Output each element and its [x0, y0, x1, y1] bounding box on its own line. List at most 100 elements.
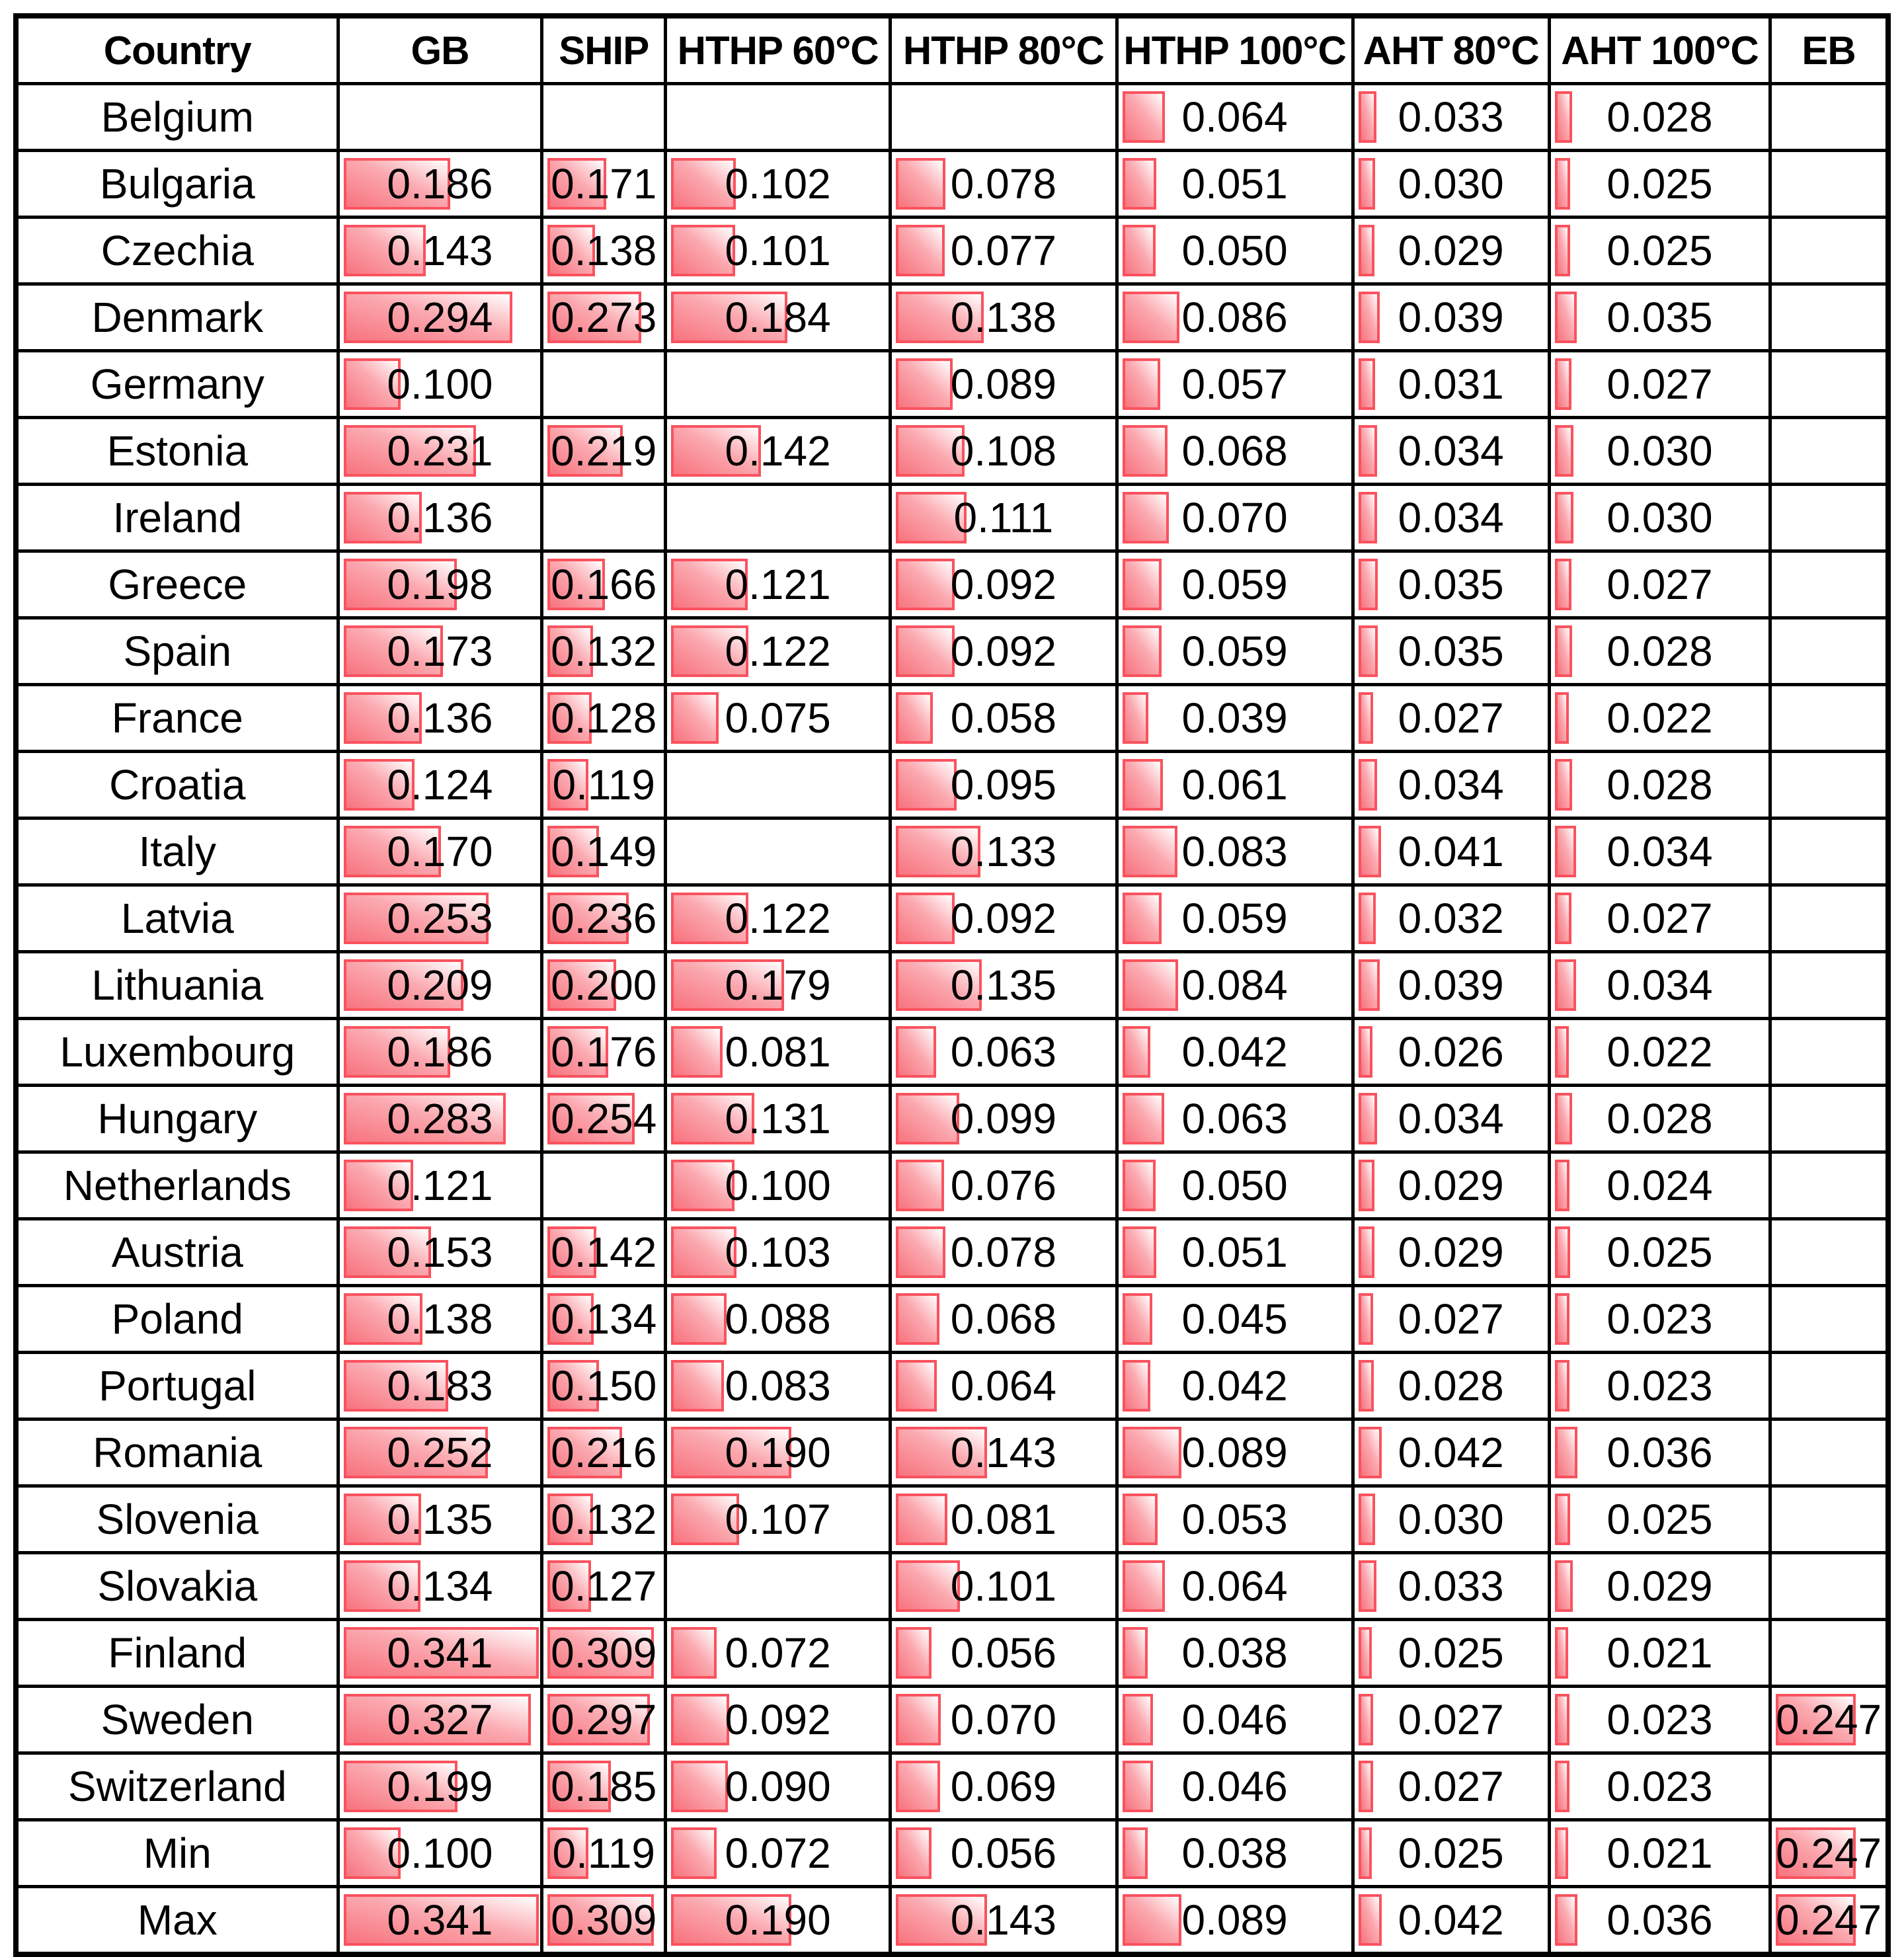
- value-cell: 0.184: [664, 282, 892, 352]
- value-cell: 0.051: [1115, 1217, 1355, 1287]
- value-text: 0.025: [1606, 227, 1713, 274]
- value-cell: 0.042: [1351, 1885, 1551, 1956]
- value-text: 0.045: [1181, 1295, 1288, 1343]
- value-cell: [1768, 1618, 1890, 1688]
- data-bar: [1554, 1494, 1571, 1545]
- value-text: 0.021: [1606, 1629, 1713, 1677]
- country-cell: Austria: [14, 1217, 340, 1287]
- data-bar: [1554, 225, 1571, 276]
- data-bar: [1554, 1093, 1573, 1144]
- data-bar: [671, 959, 785, 1011]
- value-text: 0.059: [1181, 627, 1288, 675]
- value-cell: 0.103: [664, 1217, 892, 1287]
- value-text: 0.036: [1606, 1429, 1713, 1476]
- value-text: 0.028: [1606, 761, 1713, 809]
- value-cell: 0.028: [1351, 1351, 1551, 1421]
- data-bar: [896, 1694, 941, 1745]
- value-text: 0.042: [1398, 1429, 1504, 1476]
- data-bar: [896, 759, 957, 811]
- value-text: 0.138: [551, 227, 657, 274]
- value-cell: 0.070: [1115, 483, 1355, 553]
- value-text: 0.179: [725, 961, 831, 1009]
- data-bar: [343, 692, 422, 744]
- value-text: 0.072: [725, 1629, 831, 1677]
- table-row: Max 0.341 0.309 0.190 0.143 0.089 0.042 0.036 0.…: [14, 1885, 1890, 1956]
- data-bar: [343, 1560, 420, 1612]
- value-cell: 0.042: [1115, 1351, 1355, 1421]
- value-cell: [1768, 282, 1890, 352]
- value-cell: 0.023: [1547, 1351, 1772, 1421]
- value-text: 0.028: [1606, 93, 1713, 141]
- data-bar: [343, 358, 401, 410]
- value-cell: 0.036: [1547, 1418, 1772, 1488]
- value-cell: 0.119: [540, 750, 668, 820]
- value-cell: 0.077: [889, 216, 1119, 286]
- value-text: 0.092: [950, 561, 1056, 608]
- data-bar: [896, 1160, 945, 1211]
- value-text: 0.077: [950, 227, 1056, 274]
- data-bar: [1358, 759, 1377, 811]
- value-text: 0.309: [551, 1896, 657, 1944]
- value-cell: 0.186: [336, 149, 544, 219]
- data-bar: [1554, 1827, 1568, 1879]
- value-text: 0.100: [387, 360, 493, 408]
- value-cell: 0.089: [889, 349, 1119, 419]
- value-cell: 0.042: [1115, 1017, 1355, 1087]
- value-cell: [1768, 1484, 1890, 1554]
- value-cell: 0.059: [1115, 883, 1355, 953]
- table-row: Italy 0.170 0.149 0.133 0.083 0.041 0.034: [14, 817, 1890, 887]
- table-row: Switzerland 0.199 0.185 0.090 0.069 0.046 0.02…: [14, 1751, 1890, 1821]
- data-bar: [1122, 358, 1160, 410]
- value-text: 0.190: [725, 1429, 831, 1476]
- value-cell: 0.089: [1115, 1885, 1355, 1956]
- country-cell: France: [14, 683, 340, 753]
- value-cell: 0.143: [889, 1418, 1119, 1488]
- data-bar: [343, 1627, 539, 1679]
- value-text: 0.050: [1181, 1162, 1288, 1209]
- data-bar: [671, 425, 762, 477]
- data-bar: [343, 1494, 421, 1545]
- value-cell: [1768, 1751, 1890, 1821]
- data-bar: [1554, 1293, 1569, 1345]
- value-text: 0.166: [551, 561, 657, 608]
- value-cell: 0.072: [664, 1818, 892, 1888]
- data-bar: [671, 1360, 724, 1412]
- value-text: 0.089: [950, 360, 1056, 408]
- value-text: 0.069: [950, 1763, 1056, 1810]
- value-text: 0.170: [387, 828, 493, 875]
- value-text: 0.072: [725, 1829, 831, 1877]
- data-bar: [1358, 1894, 1382, 1946]
- value-cell: 0.075: [664, 683, 892, 753]
- data-bar: [343, 492, 422, 543]
- value-cell: 0.247: [1768, 1885, 1890, 1956]
- value-cell: 0.063: [1115, 1084, 1355, 1154]
- value-cell: 0.100: [664, 1150, 892, 1220]
- value-text: 0.028: [1398, 1362, 1504, 1410]
- value-text: 0.119: [552, 1829, 655, 1877]
- value-text: 0.031: [1398, 360, 1504, 408]
- value-cell: 0.143: [336, 216, 544, 286]
- value-text: 0.138: [950, 294, 1056, 341]
- value-text: 0.090: [725, 1763, 831, 1810]
- header-ship: SHIP: [540, 14, 668, 85]
- country-cell: Slovakia: [14, 1551, 340, 1621]
- value-cell: 0.056: [889, 1818, 1119, 1888]
- value-cell: 0.024: [1547, 1150, 1772, 1220]
- data-bar: [671, 692, 719, 744]
- country-cell: Germany: [14, 349, 340, 419]
- value-cell: 0.119: [540, 1818, 668, 1888]
- value-cell: 0.027: [1351, 1284, 1551, 1354]
- data-bar: [896, 1427, 987, 1478]
- data-bar: [343, 959, 463, 1011]
- data-bar: [1122, 91, 1166, 143]
- value-text: 0.176: [551, 1028, 657, 1076]
- value-cell: 0.150: [540, 1351, 668, 1421]
- data-bar: [1554, 826, 1576, 877]
- table-row: Belgium 0.064 0.033 0.028: [14, 82, 1890, 152]
- value-text: 0.057: [1181, 360, 1288, 408]
- country-cell: Finland: [14, 1618, 340, 1688]
- value-cell: 0.153: [336, 1217, 544, 1287]
- value-cell: 0.186: [336, 1017, 544, 1087]
- value-text: 0.150: [551, 1362, 657, 1410]
- data-bar: [671, 893, 748, 944]
